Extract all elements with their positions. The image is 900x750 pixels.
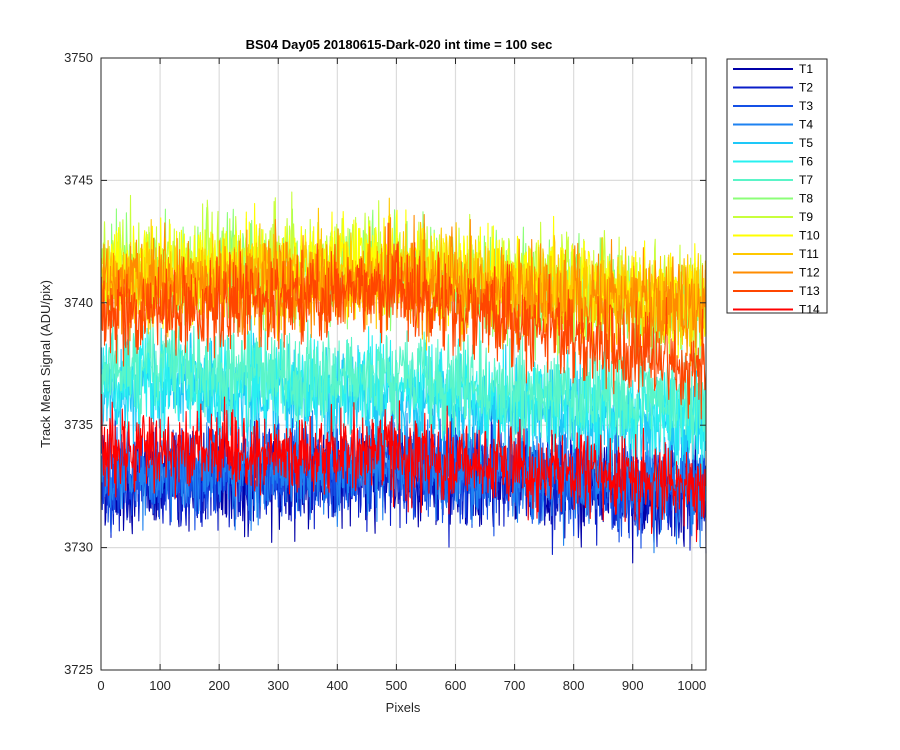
y-tick-label: 3745: [64, 172, 93, 187]
legend-label-t8: T8: [799, 192, 813, 206]
x-tick-label: 400: [326, 678, 348, 693]
legend-label-t5: T5: [799, 136, 813, 150]
legend-label-t11: T11: [799, 247, 819, 261]
axis-ticks: 0 100 200 300 400 500 600 700 800 900 1000 3725 3730…: [64, 50, 706, 693]
series-line-t14: [101, 393, 706, 543]
x-tick-label: 200: [208, 678, 230, 693]
y-tick-label: 3750: [64, 50, 93, 65]
x-tick-label: 100: [149, 678, 171, 693]
legend-label-t4: T4: [799, 118, 813, 132]
x-tick-label: 300: [267, 678, 289, 693]
x-tick-label: 500: [386, 678, 408, 693]
x-tick-label: 800: [563, 678, 585, 693]
legend-box: [726, 58, 828, 314]
y-tick-label: 3740: [64, 295, 93, 310]
y-tick-label: 3725: [64, 662, 93, 677]
series-line-t12: [101, 214, 707, 370]
x-axis-label: Pixels: [386, 700, 421, 715]
plot-axes-box: [100, 57, 707, 671]
chart-title: BS04 Day05 20180615-Dark-020 int time = …: [246, 37, 553, 52]
y-tick-label: 3730: [64, 540, 93, 555]
legend-label-t7: T7: [799, 173, 813, 187]
legend: T1 T2 T3 T4 T5 T6 T7 T8 T9 T10 T11 T12 T13 T14: [726, 58, 828, 317]
legend-label-t13: T13: [799, 284, 820, 298]
legend-label-t3: T3: [799, 99, 813, 113]
legend-label-t12: T12: [799, 266, 820, 280]
legend-label-t9: T9: [799, 210, 813, 224]
legend-label-t14: T14: [799, 303, 820, 317]
legend-label-t2: T2: [799, 81, 813, 95]
x-tick-label: 0: [97, 678, 104, 693]
series-line-t13: [101, 222, 707, 420]
x-tick-label: 700: [504, 678, 526, 693]
x-tick-label: 1000: [677, 678, 706, 693]
series-line-t7: [101, 311, 707, 451]
x-tick-label: 900: [622, 678, 644, 693]
legend-label-t10: T10: [799, 229, 820, 243]
y-tick-label: 3735: [64, 417, 93, 432]
legend-label-t6: T6: [799, 155, 813, 169]
series-line-t3: [101, 407, 707, 549]
x-tick-label: 600: [445, 678, 467, 693]
legend-label-t1: T1: [799, 62, 813, 76]
y-axis-label: Track Mean Signal (ADU/pix): [38, 280, 53, 448]
plot-series: [101, 191, 707, 564]
